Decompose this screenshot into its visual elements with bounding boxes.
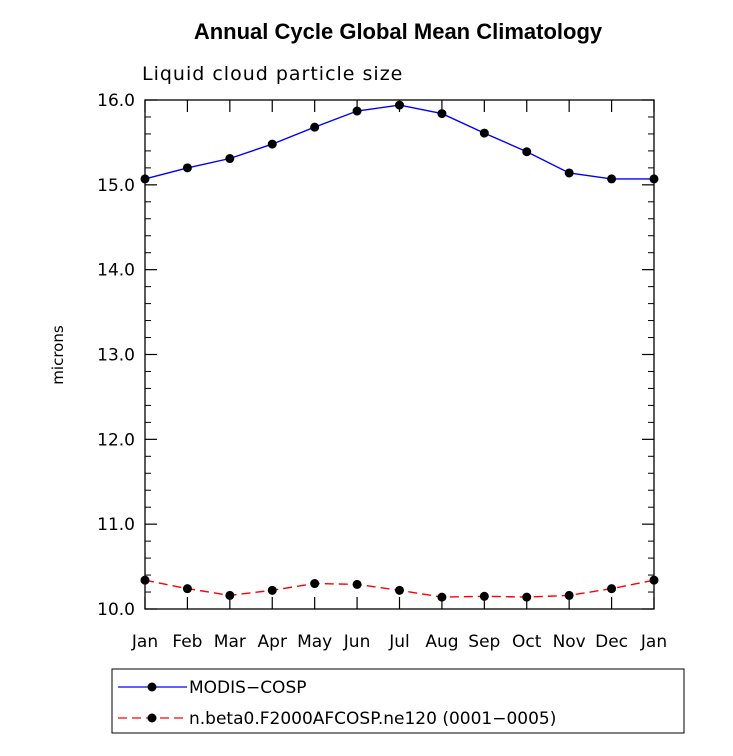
y-tick-label: 11.0 bbox=[97, 515, 135, 535]
series-0 bbox=[140, 100, 659, 184]
chart-subtitle: Liquid cloud particle size bbox=[142, 63, 403, 85]
legend-label-series-1: n.beta0.F2000AFCOSP.ne120 (0001−0005) bbox=[189, 709, 556, 729]
data-point bbox=[225, 590, 235, 600]
legend-marker-series-1 bbox=[147, 713, 157, 723]
data-point bbox=[267, 139, 277, 149]
x-tick-label: Jun bbox=[343, 632, 371, 652]
x-tick-label: Aug bbox=[425, 632, 458, 652]
series-1 bbox=[140, 575, 659, 602]
data-point bbox=[395, 585, 404, 595]
y-tick-label: 13.0 bbox=[97, 346, 135, 366]
y-tick-labels: 10.0 11.0 12.0 13.0 14.0 15.0 16.0 bbox=[97, 91, 135, 620]
x-tick-label: Feb bbox=[172, 632, 202, 652]
data-point bbox=[607, 174, 617, 184]
y-tick-label: 16.0 bbox=[97, 91, 135, 111]
data-point bbox=[522, 592, 532, 602]
data-point bbox=[437, 592, 447, 602]
y-tick-label: 14.0 bbox=[97, 261, 135, 281]
x-tick-label: Sep bbox=[468, 632, 500, 652]
legend-label-series-0: MODIS−COSP bbox=[189, 678, 306, 698]
legend-box bbox=[111, 668, 685, 734]
plot-frame bbox=[144, 99, 655, 610]
x-tick-label: Jan bbox=[640, 632, 667, 652]
data-point bbox=[607, 584, 617, 594]
x-tick-label: Apr bbox=[258, 632, 287, 652]
data-point bbox=[310, 579, 320, 589]
data-point bbox=[522, 147, 532, 157]
data-point bbox=[437, 109, 447, 119]
data-point bbox=[310, 122, 320, 132]
x-tick-label: Mar bbox=[214, 632, 246, 652]
y-axis-label: microns bbox=[49, 325, 67, 385]
legend: MODIS−COSP n.beta0.F2000AFCOSP.ne120 (00… bbox=[111, 668, 685, 734]
axis-ticks bbox=[144, 99, 655, 610]
x-tick-label: Jan bbox=[131, 632, 158, 652]
x-tick-label: Dec bbox=[595, 632, 628, 652]
data-point bbox=[182, 584, 192, 594]
data-point bbox=[395, 100, 404, 110]
x-tick-label: Oct bbox=[512, 632, 542, 652]
data-point bbox=[564, 168, 574, 178]
data-point bbox=[182, 163, 192, 173]
y-tick-label: 12.0 bbox=[97, 430, 135, 450]
legend-marker-series-0 bbox=[147, 682, 157, 692]
y-tick-label: 10.0 bbox=[97, 600, 135, 620]
data-point bbox=[352, 579, 362, 589]
x-tick-label: Nov bbox=[553, 632, 586, 652]
x-tick-labels: Jan Feb Mar Apr May Jun Jul Aug Sep Oct Nov Dec Jan bbox=[131, 632, 667, 652]
data-point bbox=[225, 154, 235, 164]
x-tick-label: Jul bbox=[388, 632, 410, 652]
y-tick-label: 15.0 bbox=[97, 176, 135, 196]
data-point bbox=[564, 590, 574, 600]
data-point bbox=[267, 585, 277, 595]
series-layer bbox=[140, 100, 659, 602]
data-point bbox=[352, 106, 362, 116]
series-line-0 bbox=[144, 104, 654, 180]
chart-title: Annual Cycle Global Mean Climatology bbox=[194, 19, 603, 44]
data-point bbox=[479, 591, 489, 601]
x-tick-label: May bbox=[297, 632, 332, 652]
data-point bbox=[479, 128, 489, 138]
